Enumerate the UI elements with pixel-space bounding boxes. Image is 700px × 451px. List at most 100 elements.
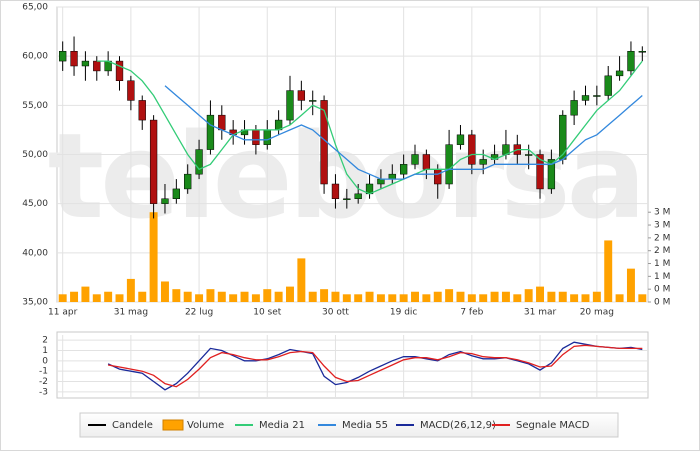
volume-bar <box>183 291 192 302</box>
volume-bar <box>274 291 283 302</box>
candle-body <box>343 198 351 200</box>
volume-bar <box>92 294 101 302</box>
y-tick-label: 1 <box>42 346 48 356</box>
macd-panel <box>56 331 649 399</box>
line <box>107 341 643 391</box>
candle-body <box>411 154 419 165</box>
x-tick-label: 31 mar <box>524 308 557 318</box>
candle-body <box>615 70 624 77</box>
candle-body <box>581 95 590 101</box>
volume-bar <box>286 286 294 302</box>
volume-bar <box>501 291 510 302</box>
volume-bar <box>263 289 272 302</box>
volume-bar <box>570 294 579 302</box>
volume-bar <box>195 294 204 302</box>
y2-tick-label: 3 M <box>654 208 670 218</box>
candle-body <box>70 51 78 67</box>
y-tick-label: 40,00 <box>22 248 48 258</box>
volume-bar <box>58 294 67 302</box>
candle-body <box>445 144 453 185</box>
candle-body <box>547 159 556 190</box>
candle-body <box>331 183 340 199</box>
candle-body <box>286 90 294 121</box>
volume-bar <box>547 291 556 302</box>
x-tick-label: 31 mag <box>114 308 148 318</box>
candle-body <box>206 114 215 150</box>
candle-body <box>479 159 487 165</box>
volume-bar <box>422 294 431 302</box>
candle-body <box>297 90 306 101</box>
volume-bar <box>251 294 260 302</box>
y2-tick-label: 0 M <box>654 285 670 295</box>
volume-bar <box>479 294 488 302</box>
y-tick-label: -3 <box>39 387 48 397</box>
volume-bar <box>342 294 351 302</box>
volume-bar <box>524 289 533 302</box>
volume-bar <box>70 291 79 302</box>
candle-body <box>468 134 476 165</box>
y-tick-label: -1 <box>39 367 48 377</box>
volume-bar <box>297 258 306 302</box>
candle-body <box>434 169 442 185</box>
candle-body <box>399 164 408 175</box>
legend-label: Candele <box>112 420 153 431</box>
volume-bar <box>217 291 226 302</box>
y-tick-label: 0 <box>42 356 48 366</box>
volume-bar <box>320 289 329 302</box>
volume-bar <box>433 291 442 302</box>
volume-bar <box>456 291 465 302</box>
y-tick-label: 55,00 <box>22 101 48 111</box>
candle-body <box>195 149 203 175</box>
candle-body <box>184 173 192 190</box>
volume-bar <box>615 294 624 302</box>
volume-bar <box>354 294 363 302</box>
volume-bar <box>138 291 147 302</box>
volume-bar <box>399 294 408 302</box>
x-tick-label: 10 set <box>253 308 282 318</box>
candle-body <box>263 129 271 145</box>
candle-body <box>593 95 601 97</box>
y2-tick-label: 1 M <box>654 259 670 269</box>
candle-body <box>161 198 169 204</box>
volume-bar <box>411 291 419 302</box>
y-tick-label: 2 <box>42 336 48 346</box>
x-tick-label: 7 feb <box>460 308 483 318</box>
y-tick-label: 50,00 <box>22 150 48 160</box>
candle-body <box>252 129 260 145</box>
y2-tick-label: 2 M <box>654 246 670 256</box>
y-tick-label: 65,00 <box>22 3 48 13</box>
candle-body <box>138 100 146 121</box>
line <box>107 344 643 388</box>
volume-bar <box>558 291 567 302</box>
candle-body <box>570 100 578 116</box>
x-tick-label: 11 apr <box>48 308 78 318</box>
candle-body <box>638 51 646 53</box>
legend-label: Segnale MACD <box>516 420 590 431</box>
legend-label: Volume <box>187 420 224 431</box>
volume-bar <box>513 294 522 302</box>
candle-body <box>354 193 362 199</box>
candle-body <box>172 188 180 200</box>
x-tick-label: 20 mag <box>580 308 614 318</box>
volume-bar <box>115 294 124 302</box>
candle-body <box>627 51 635 72</box>
volume-bar <box>467 294 476 302</box>
watermark: teleborsa <box>48 107 643 245</box>
legend-label: Media 55 <box>342 420 388 431</box>
volume-bar <box>331 291 340 302</box>
line <box>164 85 643 180</box>
volume-bar <box>604 240 613 302</box>
candle-body <box>115 60 124 81</box>
legend-label: Media 21 <box>259 420 305 431</box>
candle-body <box>525 154 533 156</box>
candle-body <box>559 114 567 160</box>
candle-body <box>309 100 317 102</box>
y-tick-label: 45,00 <box>22 199 48 209</box>
volume-bar <box>638 294 647 302</box>
volume-bar <box>445 289 454 302</box>
candle-body <box>149 119 158 204</box>
volume-bar <box>172 289 181 302</box>
volume-bar <box>376 294 385 302</box>
y2-tick-label: 1 M <box>654 272 670 282</box>
